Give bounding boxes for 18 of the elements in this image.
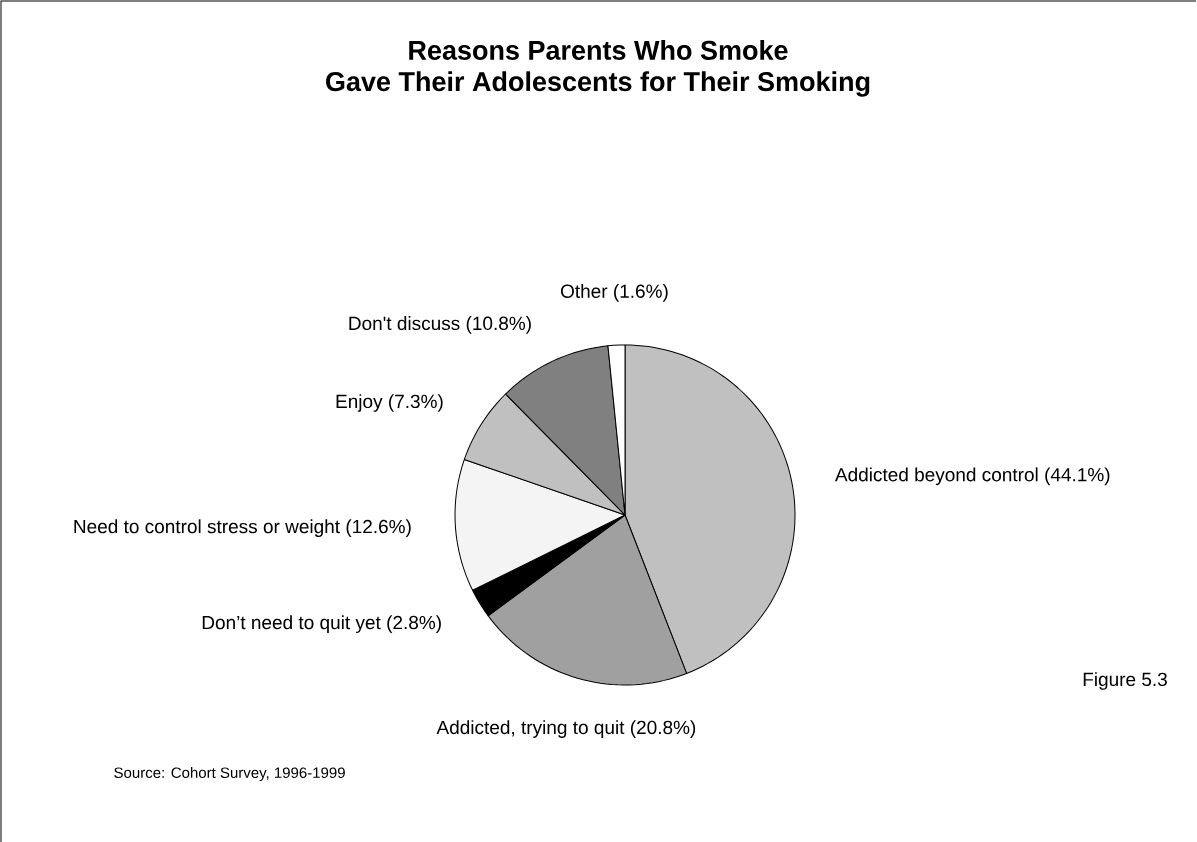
slice-label: Other	[560, 284, 608, 298]
data-label: (2.8%)	[387, 615, 441, 633]
data-label: (44.1%)	[1045, 467, 1110, 486]
chart-subtitle: Gave Their Adolescents for Their Smoking	[326, 71, 870, 97]
slice-label: Addicted, trying to quit	[436, 720, 625, 738]
data-label: (1.6%)	[614, 284, 668, 302]
data-label: (7.3%)	[389, 394, 443, 412]
caption: Figure 5.3	[1083, 672, 1167, 690]
slice-label: Don’t need to quit yet	[202, 615, 381, 633]
source-note: Source: Cohort Survey, 1996-1999	[114, 766, 345, 781]
slice-label: Need to control stress or weight	[74, 519, 340, 538]
slice-label: Addicted beyond control	[834, 467, 1038, 486]
data-label: (10.8%)	[466, 316, 531, 334]
slice-label: Enjoy	[336, 394, 383, 412]
data-label: (12.6%)	[346, 519, 411, 538]
slice-label: Don't discuss	[349, 316, 460, 331]
data-label: (20.8%)	[630, 720, 696, 738]
chart-title: Reasons Parents Who Smoke	[409, 40, 788, 60]
